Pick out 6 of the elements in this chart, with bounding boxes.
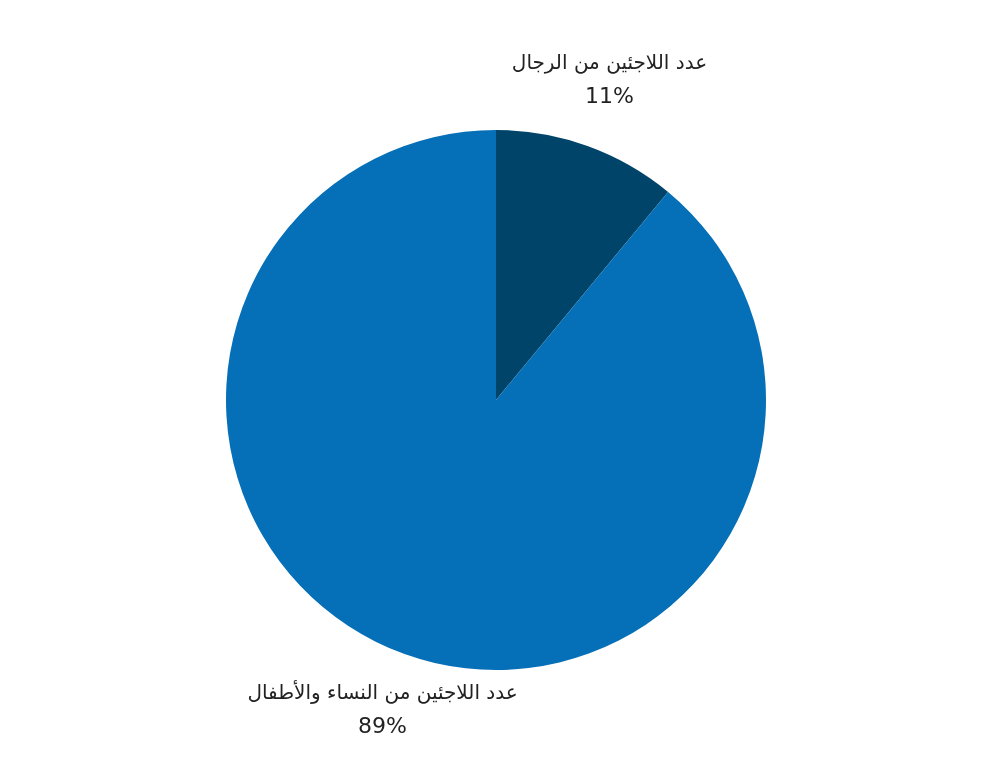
- pie-slice: [496, 130, 669, 400]
- data-label: 89%: [358, 713, 407, 739]
- pie-slice: [226, 130, 766, 670]
- slice-label: عدد اللاجئين من النساء والأطفال: [247, 680, 518, 705]
- slice-label: عدد اللاجئين من الرجال: [511, 49, 708, 74]
- data-label: 11%: [585, 82, 634, 108]
